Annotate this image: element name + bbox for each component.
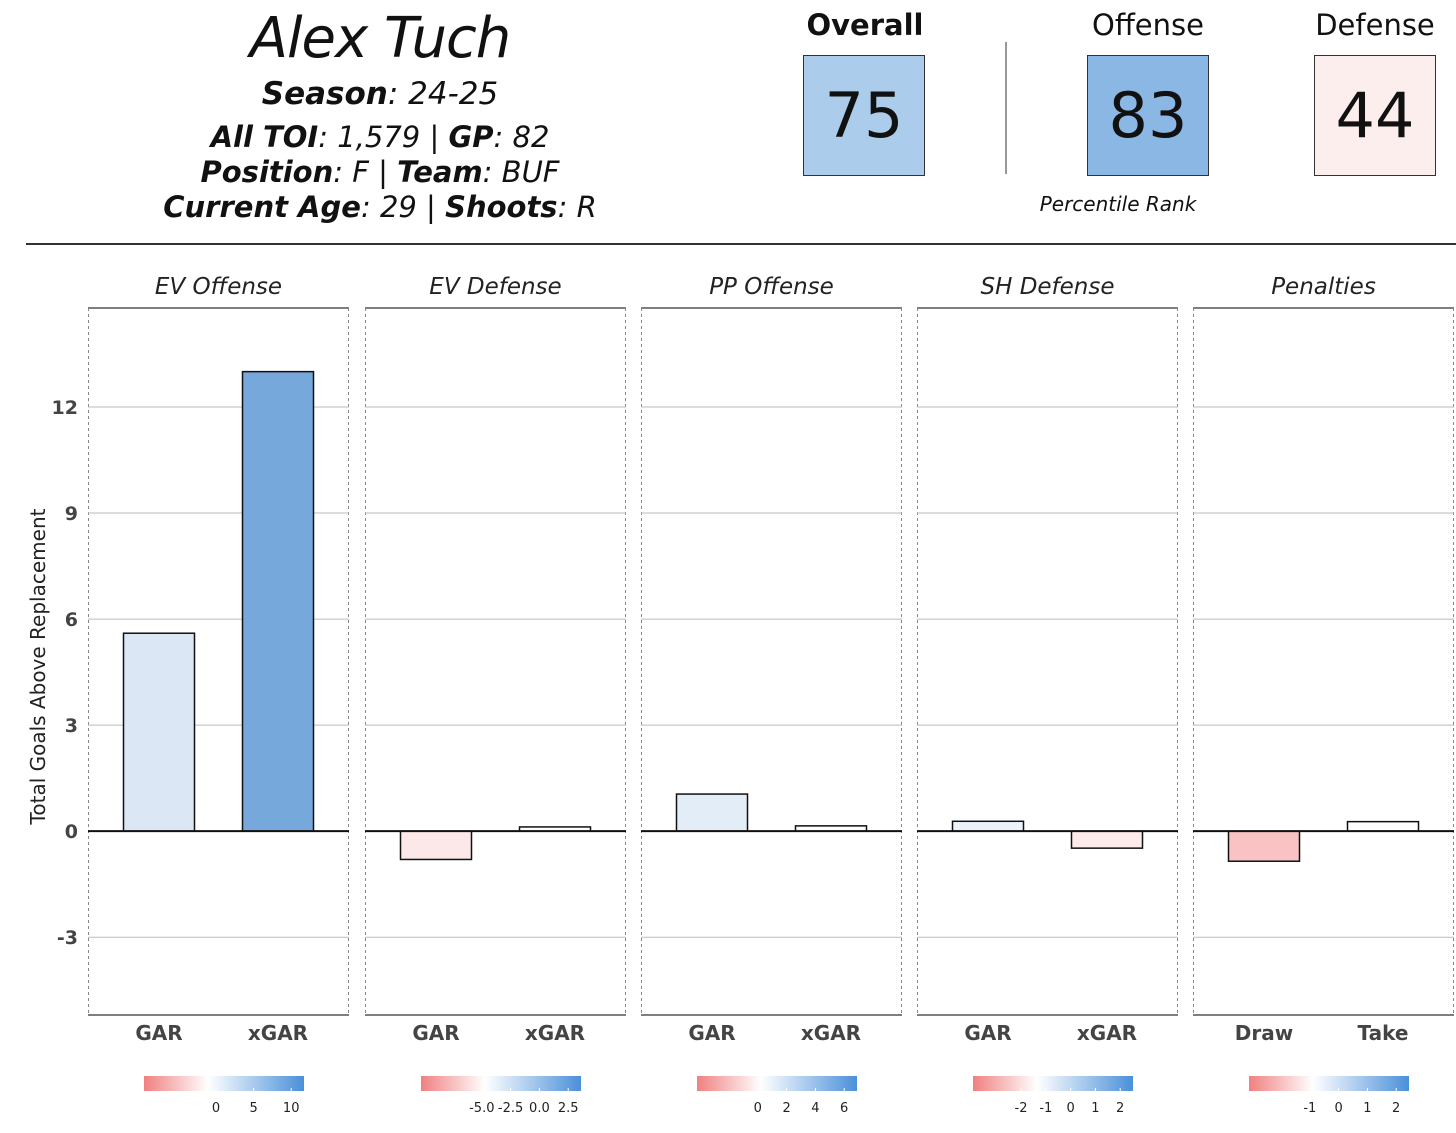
defense-rank-box: 44 (1314, 55, 1436, 176)
shoots-value: R (576, 190, 597, 224)
y-tick-label: 0 (65, 821, 78, 843)
x-category-label: Draw (1235, 1021, 1293, 1045)
color-legend-label: -2.5 (498, 1101, 523, 1116)
gp-label: GP (448, 120, 494, 154)
color-legend-bar (421, 1076, 581, 1091)
y-axis-label: Total Goals Above Replacement (26, 508, 50, 825)
color-legend-bar (1249, 1076, 1409, 1091)
bar (399, 830, 473, 861)
toi-value: 1,579 (337, 120, 421, 154)
color-legend-label: -1 (1303, 1101, 1316, 1116)
color-legend-label: 1 (1363, 1101, 1371, 1116)
panel-title: SH Defense (980, 274, 1114, 300)
x-category-label: GAR (412, 1021, 459, 1045)
percentile-rank-caption: Percentile Rank (1039, 192, 1197, 216)
overall-rank-box: 75 (803, 55, 925, 176)
gp-value: 82 (512, 120, 550, 154)
x-category-label: GAR (964, 1021, 1011, 1045)
defense-label: Defense (1315, 8, 1435, 42)
player-name: Alex Tuch (249, 6, 512, 71)
color-legend-label: 10 (283, 1101, 300, 1116)
offense-label: Offense (1092, 8, 1204, 42)
color-legend-label: 2 (1116, 1101, 1124, 1116)
color-legend-label: -5.0 (469, 1101, 494, 1116)
color-legend-label: 2.5 (558, 1101, 579, 1116)
overall-label: Overall (806, 8, 924, 42)
position-team-line: Position: F | Team: BUF (200, 155, 560, 189)
color-legend-label: 2 (782, 1101, 790, 1116)
position-label: Position (200, 155, 334, 189)
color-legend-label: -1 (1039, 1101, 1052, 1116)
bar (122, 632, 196, 832)
x-category-label: GAR (688, 1021, 735, 1045)
y-tick-label: 12 (52, 397, 78, 419)
bar (951, 820, 1025, 832)
color-legend-label: 6 (840, 1101, 848, 1116)
y-tick-label: 9 (65, 503, 78, 525)
toi-label: All TOI (210, 120, 319, 154)
position-value: F (352, 155, 369, 189)
color-legend-label: 5 (249, 1101, 257, 1116)
bar (1070, 830, 1144, 849)
panel-title: EV Offense (155, 274, 282, 300)
season-value: 24-25 (408, 76, 499, 112)
x-category-label: xGAR (525, 1021, 585, 1045)
season-label: Season (261, 76, 388, 112)
x-category-label: xGAR (1077, 1021, 1137, 1045)
panel-title: PP Offense (709, 274, 834, 300)
x-category-label: GAR (135, 1021, 182, 1045)
panel-title: EV Defense (429, 274, 561, 300)
color-legend-label: 0 (212, 1101, 220, 1116)
y-tick-label: 6 (65, 609, 78, 631)
team-label: Team (397, 155, 483, 189)
color-legend-label: 0 (754, 1101, 762, 1116)
y-tick-label: -3 (57, 927, 78, 949)
bar (1227, 830, 1301, 862)
x-category-label: xGAR (248, 1021, 308, 1045)
season-line: Season: 24-25 (261, 76, 499, 112)
offense-rank-box: 83 (1087, 55, 1209, 176)
bar (675, 793, 749, 832)
color-legend-label: 0 (1066, 1101, 1074, 1116)
shoots-label: Shoots (445, 190, 558, 224)
toi-gp-line: All TOI: 1,579 | GP: 82 (210, 120, 550, 154)
color-legend-label: 0.0 (529, 1101, 550, 1116)
color-legend-label: 1 (1091, 1101, 1099, 1116)
bar (1346, 820, 1420, 832)
x-category-label: xGAR (801, 1021, 861, 1045)
bar (241, 370, 315, 832)
rank-divider (1005, 42, 1007, 174)
color-legend-label: 4 (811, 1101, 819, 1116)
x-category-label: Take (1358, 1021, 1409, 1045)
color-legend-label: 0 (1334, 1101, 1342, 1116)
age-shoots-line: Current Age: 29 | Shoots: R (163, 190, 597, 224)
color-legend-label: 2 (1392, 1101, 1400, 1116)
y-tick-label: 3 (65, 715, 78, 737)
color-legend-bar (144, 1076, 304, 1091)
color-legend-label: -2 (1015, 1101, 1028, 1116)
age-label: Current Age (163, 190, 361, 224)
color-legend-bar (697, 1076, 857, 1091)
header-divider (26, 243, 1456, 245)
panel-title: Penalties (1271, 274, 1376, 300)
color-legend-bar (973, 1076, 1133, 1091)
age-value: 29 (379, 190, 417, 224)
team-value: BUF (501, 155, 560, 189)
